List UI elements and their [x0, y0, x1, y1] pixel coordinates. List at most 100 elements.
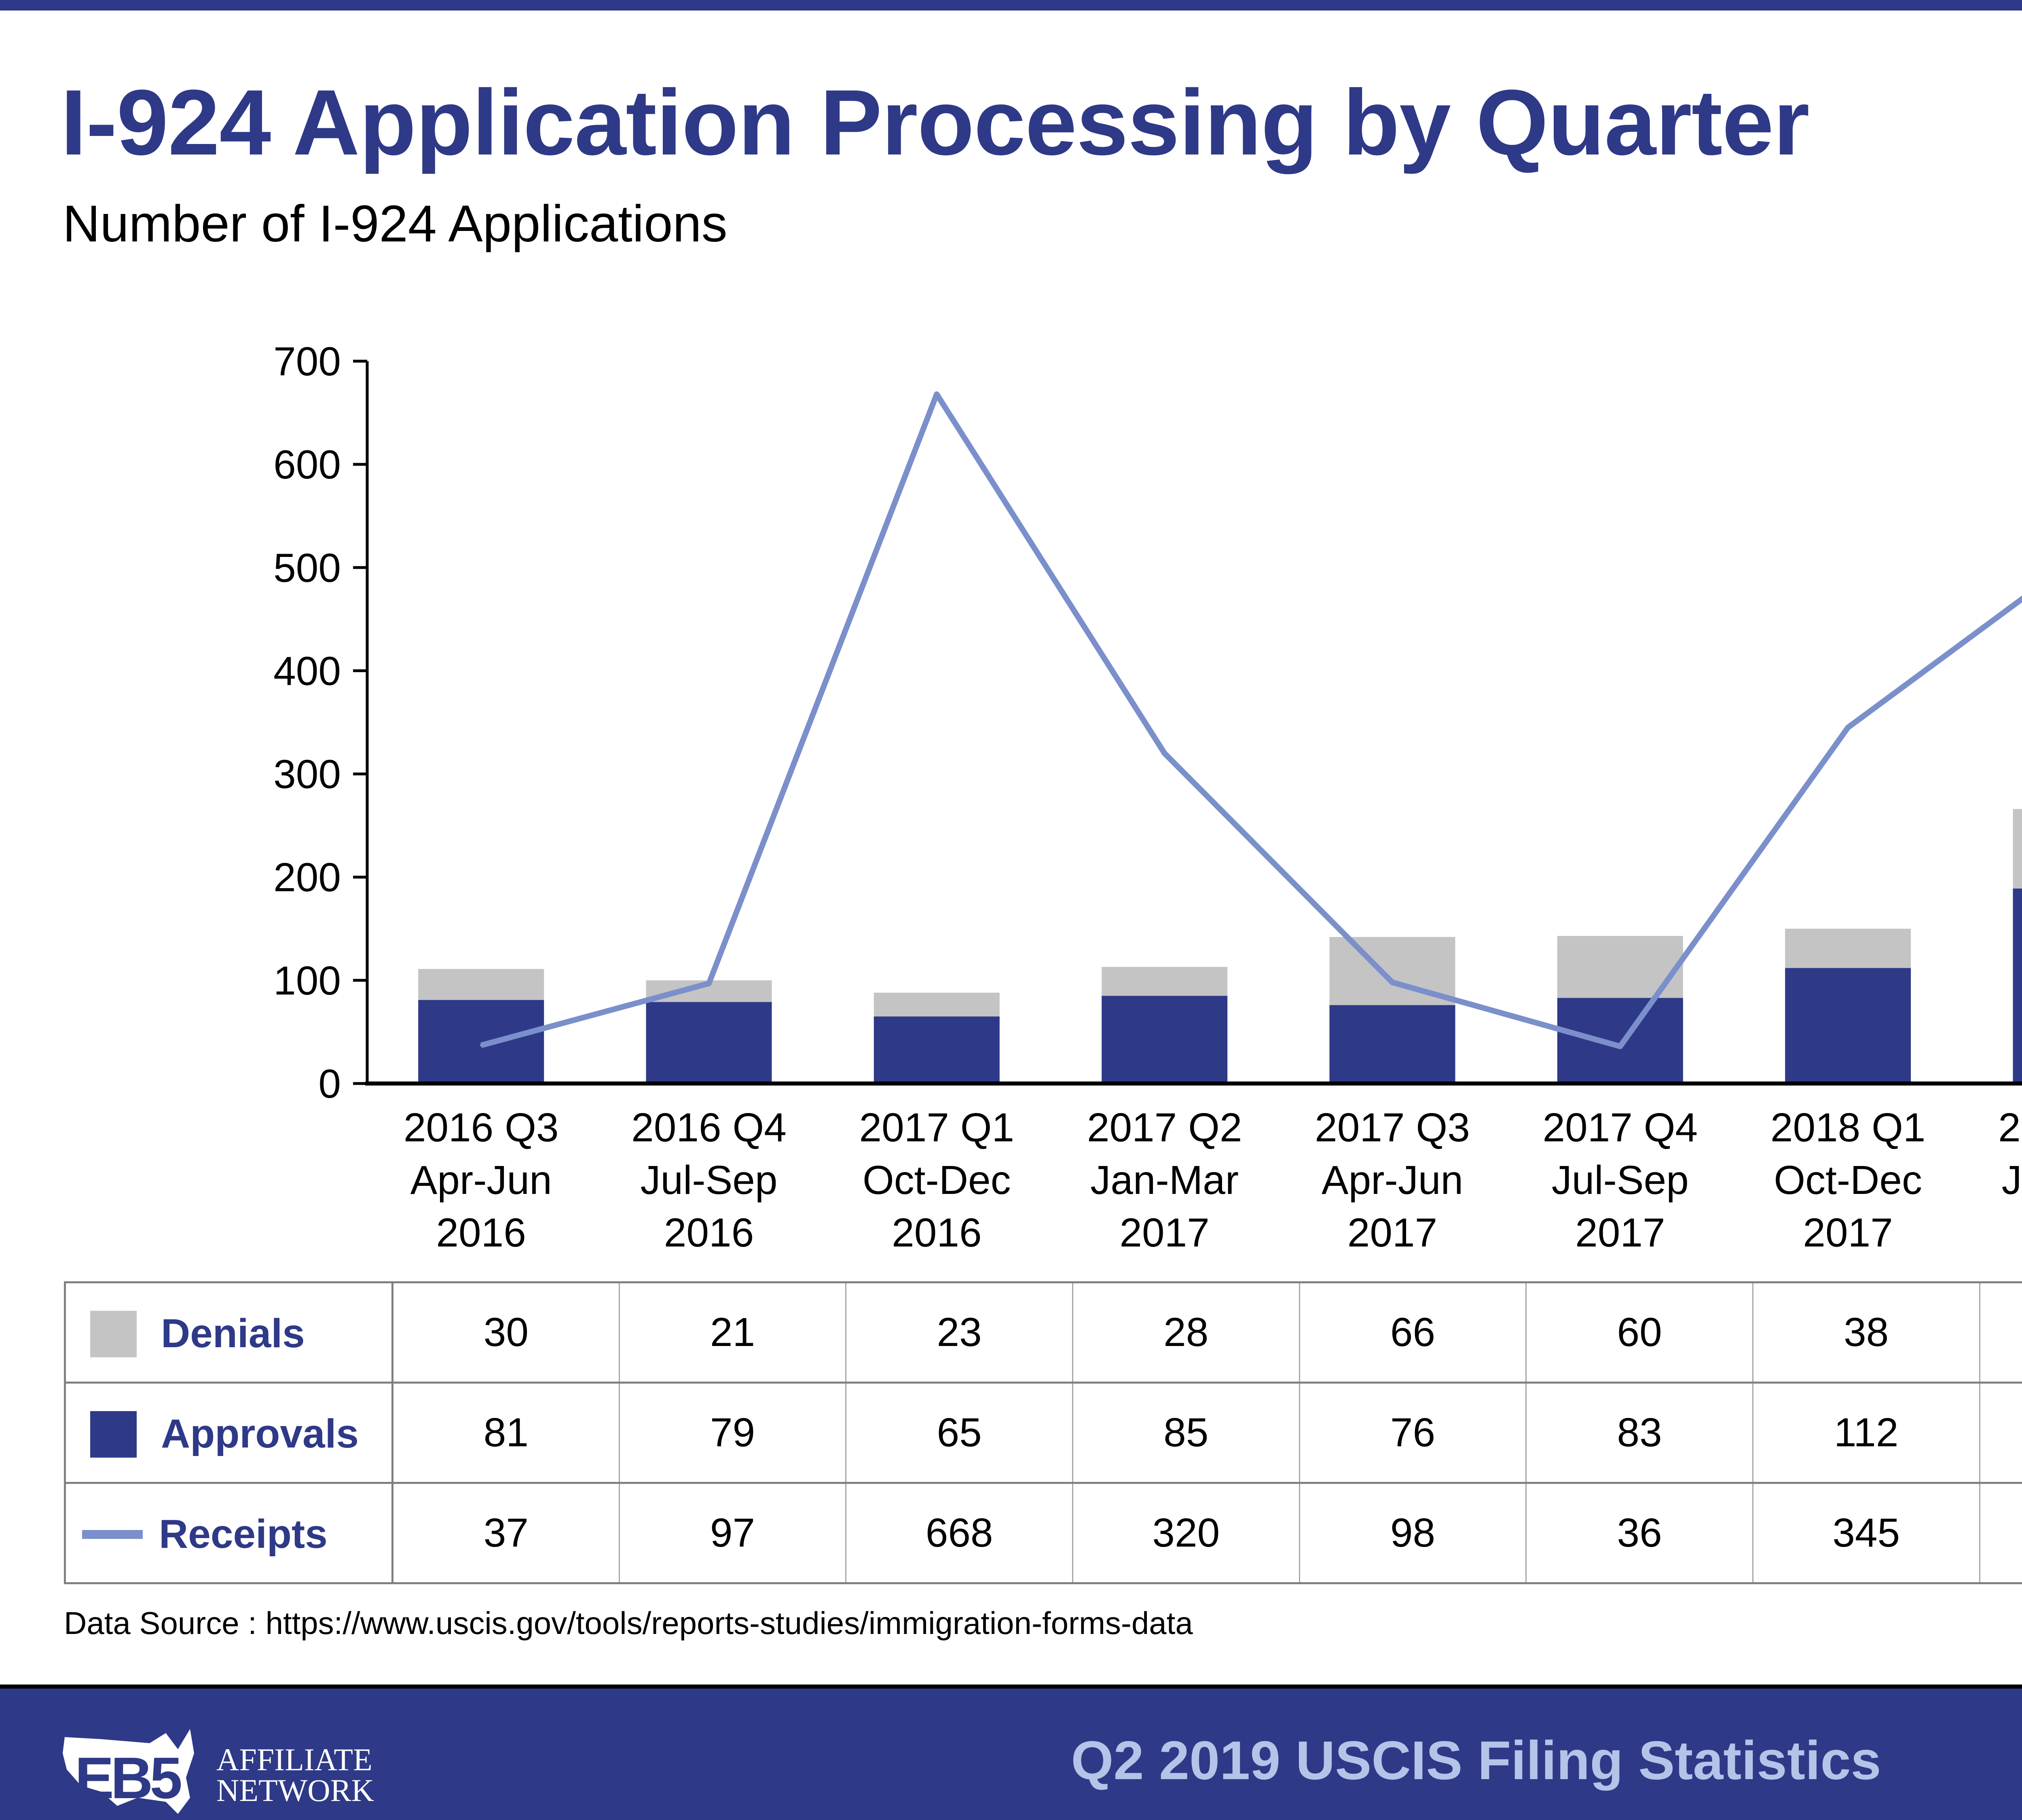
x-tick-label: Jan-Mar [2002, 1158, 2022, 1203]
table-cell: 345 [1752, 1482, 1980, 1584]
table-cell: 668 [845, 1482, 1073, 1584]
bar-denials [874, 993, 1000, 1017]
x-tick-label: Jul-Sep [1552, 1158, 1689, 1203]
x-tick-label: 2017 Q2 [1087, 1105, 1242, 1150]
eb5-logo: EB5 AFFILIATE NETWORK [57, 1721, 374, 1814]
x-tick-label: Jan-Mar [1090, 1158, 1239, 1203]
logo-text: AFFILIATE NETWORK [216, 1744, 374, 1806]
top-accent-bar [0, 0, 2022, 11]
approvals-swatch-icon [90, 1411, 137, 1458]
receipts-point [708, 982, 710, 985]
footer: EB5 AFFILIATE NETWORK Q2 2019 USCIS Fili… [0, 1685, 2022, 1820]
chart: 0 100 200 300 400 500 600 700 2016 Q3 Apr-Jun 2016… [273, 339, 2022, 1255]
x-tick-label: 2017 [1119, 1210, 1209, 1255]
table-cell: 36 [1525, 1482, 1753, 1584]
receipts-swatch-icon [82, 1530, 143, 1539]
table-cell: 66 [1299, 1281, 1527, 1384]
legend-label: Denials [161, 1311, 305, 1357]
table-cell: 112 [1752, 1382, 1980, 1484]
bar-approvals [874, 1016, 1000, 1084]
x-tick-label: 2017 Q1 [859, 1105, 1015, 1150]
y-tick-label: 300 [273, 752, 341, 797]
page-title: I-924 Application Processing by Quarter [61, 70, 1810, 174]
x-tick-label: 2017 Q4 [1543, 1105, 1698, 1150]
table-row: Receipts3797668320983634550825311922 [64, 1482, 2022, 1584]
table-cell: 189 [1979, 1382, 2022, 1484]
table-cell: 81 [392, 1382, 620, 1484]
bar-approvals [646, 1002, 772, 1084]
x-tick-label: Oct-Dec [1774, 1158, 1922, 1203]
legend-entry-approvals: Approvals [64, 1382, 393, 1484]
x-tick-label: 2016 [436, 1210, 526, 1255]
legend-label: Receipts [159, 1511, 328, 1557]
line-receipts [480, 391, 2022, 1050]
receipts-point [480, 1044, 482, 1047]
bar-denials [418, 969, 544, 1000]
x-tick-label: 2017 [1803, 1210, 1893, 1255]
table-cell: 320 [1072, 1482, 1300, 1584]
x-tick-label: 2016 [892, 1210, 981, 1255]
x-tick-label: Apr-Jun [410, 1158, 552, 1203]
table-cell: 508 [1979, 1482, 2022, 1584]
bar-approvals [1785, 968, 1911, 1084]
x-tick-label: 2016 Q3 [404, 1105, 559, 1150]
us-map-icon [63, 1729, 194, 1814]
receipts-point [1391, 981, 1394, 984]
receipts-point [935, 393, 938, 396]
x-tick-label: 2018 Q2 [1998, 1105, 2022, 1150]
denials-swatch-icon [90, 1310, 137, 1357]
table-cell: 23 [845, 1281, 1073, 1384]
x-tick-label: Oct-Dec [863, 1158, 1011, 1203]
y-tick-label: 700 [273, 339, 341, 384]
bar-approvals [2013, 888, 2022, 1084]
table-cell: 60 [1525, 1281, 1753, 1384]
table-cell: 30 [392, 1281, 620, 1384]
table-cell: 38 [1752, 1281, 1980, 1384]
legend-entry-receipts: Receipts [64, 1482, 393, 1584]
y-tick-label: 600 [273, 442, 341, 487]
y-tick-label: 500 [273, 545, 341, 590]
y-tick-label: 200 [273, 855, 341, 900]
logo-mark: EB5 [75, 1745, 182, 1811]
bar-approvals [1329, 1005, 1455, 1084]
y-tick-label: 0 [318, 1061, 341, 1107]
y-tick-label: 400 [273, 648, 341, 694]
y-tick-label: 100 [273, 958, 341, 1003]
receipts-point [1163, 752, 1166, 755]
bar-denials [2013, 809, 2022, 889]
table-cell: 21 [618, 1281, 847, 1384]
legend-entry-denials: Denials [64, 1281, 393, 1384]
bar-denials [1785, 929, 1911, 968]
table-cell: 98 [1299, 1482, 1527, 1584]
receipts-point [1619, 1045, 1622, 1048]
table-cell: 85 [1072, 1382, 1300, 1484]
table-cell: 37 [392, 1482, 620, 1584]
chart-subtitle: Number of I-924 Applications [63, 195, 728, 253]
x-tick-label: Apr-Jun [1322, 1158, 1463, 1203]
footer-title: Q2 2019 USCIS Filing Statistics [1071, 1730, 1881, 1791]
table-cell: 83 [1525, 1382, 1753, 1484]
bar-approvals [1102, 996, 1228, 1084]
x-tick-label: 2017 [1575, 1210, 1665, 1255]
data-table: Denials302123286660387710871440Approvals… [64, 1281, 2022, 1584]
bar-approvals [418, 1000, 544, 1084]
table-cell: 76 [1299, 1382, 1527, 1484]
receipts-point [1846, 726, 1849, 729]
logo-line2: NETWORK [216, 1773, 374, 1808]
logo-line1: AFFILIATE [216, 1742, 372, 1777]
table-row: Denials302123286660387710871440 [64, 1281, 2022, 1384]
table-cell: 77 [1979, 1281, 2022, 1384]
bar-denials [1102, 967, 1228, 996]
data-source: Data Source : https://www.uscis.gov/tool… [64, 1605, 1193, 1641]
x-tick-label: 2017 [1347, 1210, 1437, 1255]
table-cell: 65 [845, 1382, 1073, 1484]
x-tick-label: 2016 Q4 [631, 1105, 787, 1150]
x-tick-label: Jul-Sep [640, 1158, 777, 1203]
legend-label: Approvals [161, 1411, 359, 1457]
table-cell: 97 [618, 1482, 847, 1584]
table-row: Approvals81796585768311218910585250 [64, 1382, 2022, 1484]
x-tick-label: 2018 Q1 [1770, 1105, 1926, 1150]
x-tick-label: 2017 Q3 [1315, 1105, 1470, 1150]
bar-approvals [1557, 998, 1683, 1084]
x-tick-label: 2016 [664, 1210, 754, 1255]
